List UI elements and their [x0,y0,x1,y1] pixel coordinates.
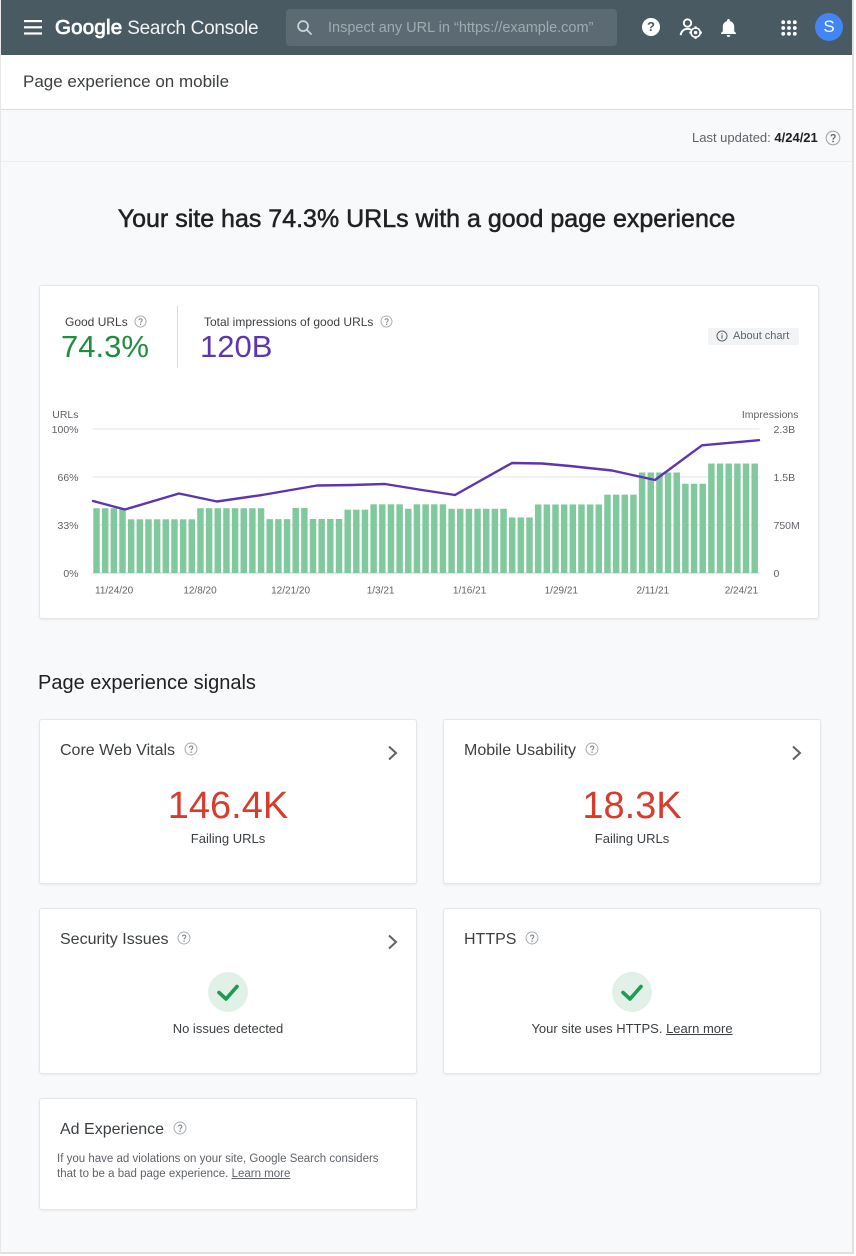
svg-text:1.5B: 1.5B [774,472,796,484]
svg-text:2.3B: 2.3B [774,424,796,436]
svg-text:12/8/20: 12/8/20 [183,586,217,597]
svg-text:2/24/21: 2/24/21 [725,586,759,597]
svg-text:0%: 0% [63,568,78,580]
svg-text:1/29/21: 1/29/21 [545,586,579,597]
svg-text:750M: 750M [774,520,800,532]
svg-text:12/21/20: 12/21/20 [271,586,310,597]
svg-text:33%: 33% [57,520,78,532]
svg-text:11/24/20: 11/24/20 [95,586,134,597]
svg-text:URLs: URLs [52,409,78,421]
svg-text:1/3/21: 1/3/21 [367,586,395,597]
svg-text:0: 0 [774,568,780,580]
svg-text:Impressions: Impressions [742,409,799,421]
svg-text:100%: 100% [52,424,79,436]
svg-text:2/11/21: 2/11/21 [636,586,669,597]
svg-text:66%: 66% [57,472,78,484]
svg-text:1/16/21: 1/16/21 [453,586,487,597]
